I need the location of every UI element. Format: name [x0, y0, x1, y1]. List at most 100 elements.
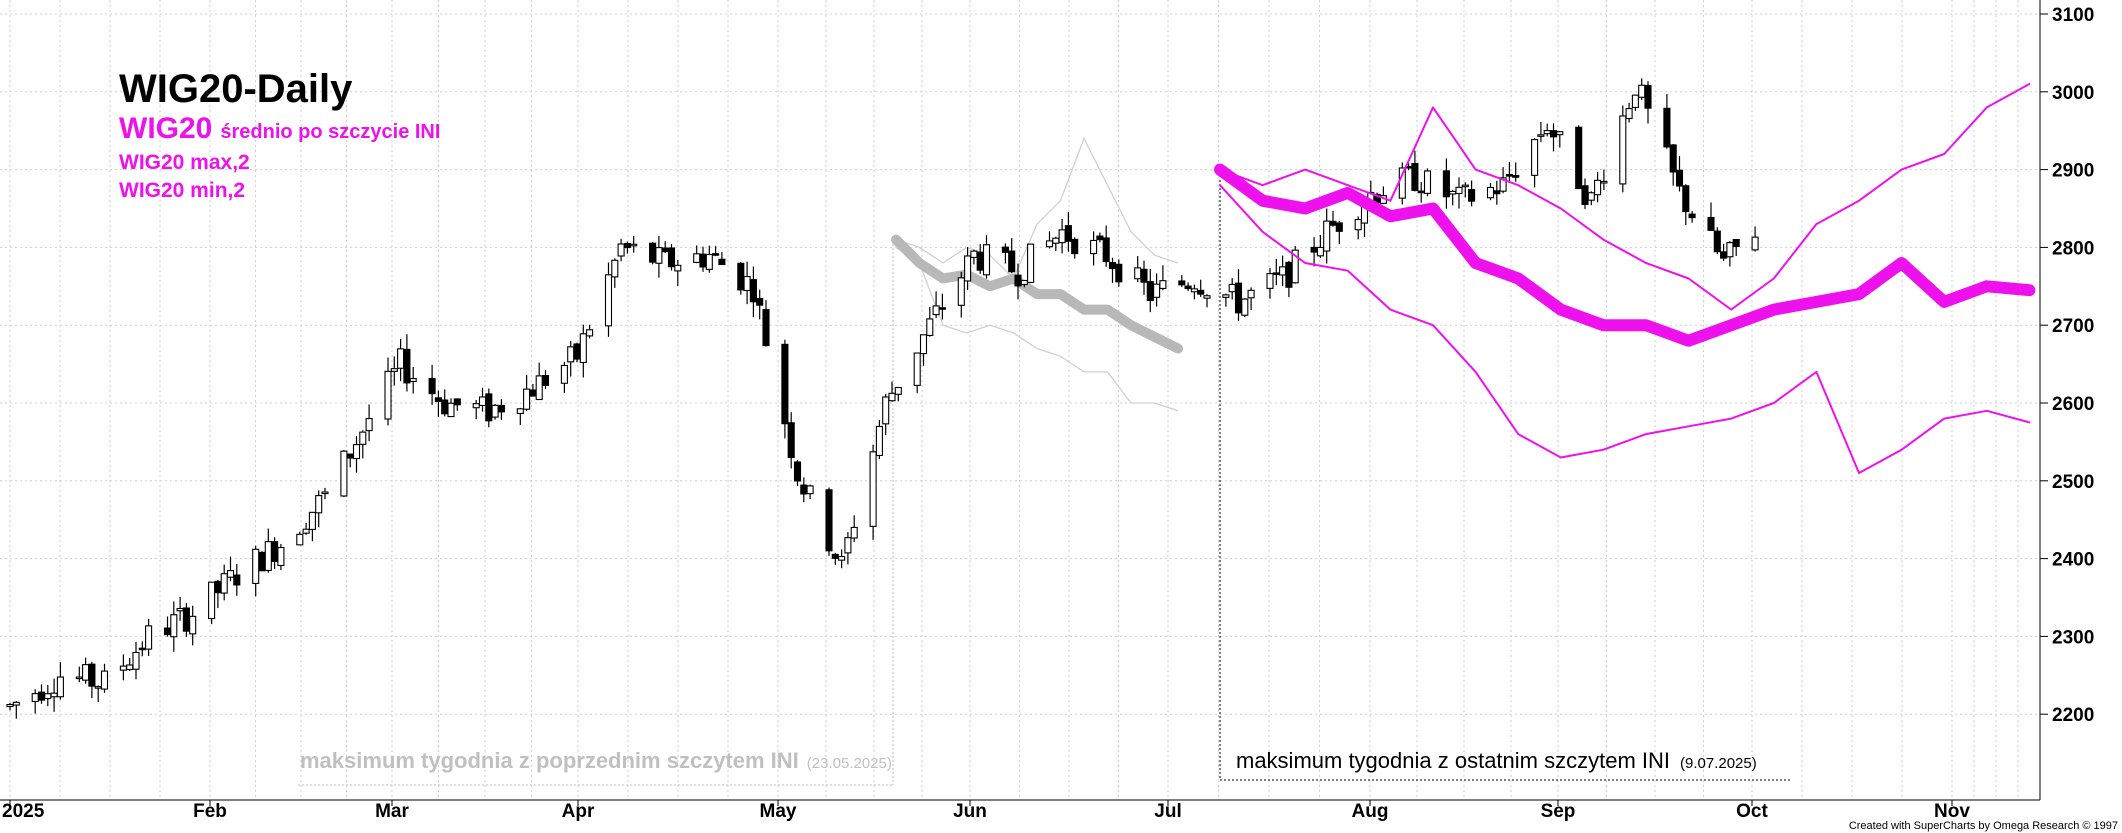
candle-body — [541, 374, 550, 386]
candle-body — [352, 444, 361, 460]
candle-68 — [611, 258, 619, 288]
candle-192 — [1707, 202, 1715, 231]
y-tick-label-1: 2300 — [2052, 627, 2094, 648]
candle-body — [1146, 281, 1154, 301]
candle-66 — [586, 324, 594, 339]
candle-body — [441, 399, 449, 415]
candle-71 — [630, 236, 638, 253]
candle-body — [781, 343, 789, 425]
candle-24 — [220, 564, 228, 601]
candle-body — [1178, 280, 1186, 286]
candle-133 — [1184, 282, 1192, 292]
candle-180 — [1594, 171, 1602, 203]
candle-body — [1279, 266, 1287, 276]
candle-body — [1543, 130, 1551, 135]
candle-body — [277, 546, 285, 567]
candle-9 — [88, 661, 96, 699]
candle-body — [1291, 249, 1299, 284]
candle-80 — [712, 246, 720, 257]
candle-97 — [869, 444, 877, 540]
candle-body — [705, 253, 713, 270]
candle-body — [163, 627, 172, 636]
candle-body — [611, 259, 619, 278]
candle-73 — [655, 235, 663, 278]
candle-172 — [1531, 138, 1539, 188]
candle-122 — [1090, 231, 1098, 266]
candle-61 — [541, 370, 550, 390]
candle-body — [1102, 237, 1110, 263]
candle-body — [1493, 190, 1501, 195]
candle-137 — [1222, 293, 1230, 307]
candle-101 — [894, 386, 902, 402]
candle-body — [1512, 174, 1520, 178]
annotation-previous-text: maksimum tygodnia z poprzednim szczytem … — [300, 748, 799, 773]
x-tick-label-8: Sep — [1541, 801, 1576, 822]
x-tick-label-4: May — [760, 801, 797, 822]
candle-60 — [535, 362, 543, 401]
candle-body — [12, 701, 20, 706]
candle-body — [264, 541, 272, 571]
candle-body — [1417, 190, 1425, 194]
candle-body — [1556, 131, 1564, 136]
candle-body — [699, 253, 707, 268]
candle-body — [1669, 144, 1677, 173]
candle-body — [491, 404, 499, 418]
candle-186 — [1644, 81, 1652, 124]
candle-14 — [132, 641, 140, 680]
candle-42 — [384, 357, 392, 426]
candle-45 — [403, 334, 411, 392]
candle-body — [850, 526, 858, 539]
candle-1 — [12, 701, 20, 719]
y-tick-label-6: 2800 — [2052, 238, 2094, 259]
candle-body — [604, 274, 613, 327]
candle-body — [1241, 298, 1249, 316]
candle-body — [579, 333, 587, 364]
chart-credit: Created with SuperCharts by Omega Resear… — [1849, 820, 2118, 832]
x-tick-label-10: Nov — [1934, 801, 1970, 822]
candle-body — [1682, 185, 1690, 213]
y-axis: 2200 2300 2400 2500 2600 2700 2800 2900 3000 3100 — [2040, 5, 2094, 726]
candle-body — [1449, 190, 1457, 195]
candle-body — [302, 528, 310, 534]
candle-181 — [1600, 169, 1608, 191]
candle-body — [649, 242, 657, 263]
candle-body — [1720, 251, 1728, 259]
candle-body — [1234, 282, 1243, 314]
candle-58 — [523, 375, 531, 411]
candle-body — [1726, 242, 1734, 258]
projection-min-line — [1219, 184, 2031, 474]
y-tick-label-4: 2600 — [2052, 394, 2094, 415]
y-tick-label-0: 2200 — [2052, 705, 2094, 726]
candle-body — [1285, 261, 1293, 288]
candle-body — [1323, 220, 1331, 252]
candle-55 — [491, 403, 499, 420]
candle-body — [321, 491, 329, 495]
candle-body — [926, 318, 934, 336]
candle-body — [806, 485, 814, 495]
candle-body — [630, 243, 638, 247]
candle-body — [1153, 283, 1161, 298]
candle-196 — [1732, 238, 1740, 256]
candle-108 — [964, 247, 972, 291]
candle-body — [667, 247, 676, 268]
ghost-max-line — [895, 136, 1179, 280]
candle-body — [976, 251, 984, 271]
candle-body — [932, 305, 940, 316]
annotation-last-peak: maksimum tygodnia z ostatnim szczytem IN… — [1236, 748, 1757, 773]
candle-33 — [302, 522, 310, 535]
candle-body — [6, 703, 14, 708]
candle-183 — [1625, 102, 1633, 123]
chart-title: WIG20-Daily — [119, 67, 353, 111]
candle-body — [1581, 185, 1589, 205]
annotation-last-date: (9.07.2025) — [1680, 755, 1757, 772]
candle-body — [1505, 173, 1513, 177]
candle-65 — [579, 324, 587, 378]
candle-body — [226, 570, 235, 578]
candle-body — [516, 408, 524, 415]
legend-small-label: średnio po szczycie INI — [220, 121, 440, 143]
candle-152 — [1354, 216, 1362, 240]
candle-body — [749, 279, 757, 303]
candle-body — [390, 368, 398, 372]
candle-body — [875, 425, 883, 457]
candle-body — [674, 264, 682, 272]
